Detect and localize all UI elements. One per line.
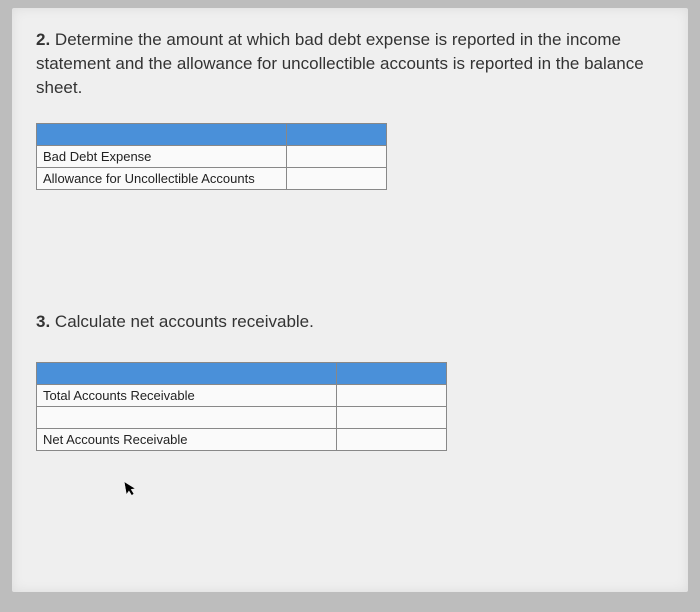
table-net-receivable: Total Accounts Receivable Net Accounts R… (36, 362, 447, 451)
question-2: 2. Determine the amount at which bad deb… (36, 28, 664, 99)
header-cell (37, 363, 337, 385)
row-value-input[interactable] (337, 385, 447, 407)
question-3: 3. Calculate net accounts receivable. (36, 310, 664, 334)
row-label: Total Accounts Receivable (37, 385, 337, 407)
table-row (37, 407, 447, 429)
question-2-text: Determine the amount at which bad debt e… (36, 30, 644, 97)
table-header-row (37, 124, 387, 146)
row-label: Bad Debt Expense (37, 146, 287, 168)
table-row: Bad Debt Expense (37, 146, 387, 168)
row-label: Net Accounts Receivable (37, 429, 337, 451)
row-label: Allowance for Uncollectible Accounts (37, 168, 287, 190)
row-value-input[interactable] (337, 429, 447, 451)
row-value-input[interactable] (287, 168, 387, 190)
table-row: Net Accounts Receivable (37, 429, 447, 451)
header-cell (337, 363, 447, 385)
row-value-input[interactable] (337, 407, 447, 429)
table-row: Total Accounts Receivable (37, 385, 447, 407)
question-3-text: Calculate net accounts receivable. (55, 312, 314, 331)
worksheet-page: 2. Determine the amount at which bad deb… (12, 8, 688, 592)
header-cell (37, 124, 287, 146)
question-3-number: 3. (36, 312, 50, 331)
header-cell (287, 124, 387, 146)
question-2-number: 2. (36, 30, 50, 49)
table-bad-debt: Bad Debt Expense Allowance for Uncollect… (36, 123, 387, 190)
row-label-input[interactable] (37, 407, 337, 429)
table-row: Allowance for Uncollectible Accounts (37, 168, 387, 190)
table-header-row (37, 363, 447, 385)
row-value-input[interactable] (287, 146, 387, 168)
